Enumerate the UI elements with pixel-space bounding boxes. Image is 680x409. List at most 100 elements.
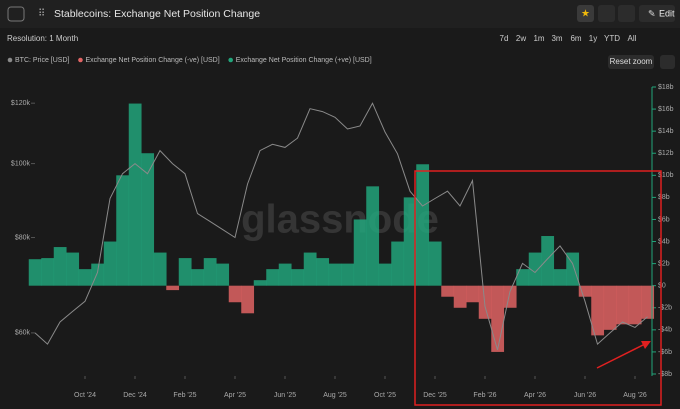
reset-zoom-button[interactable]: [608, 55, 654, 69]
y-tick-label: $80k: [15, 234, 31, 241]
edit-button[interactable]: [639, 5, 675, 22]
copy-button[interactable]: [618, 5, 635, 22]
bar: [216, 263, 230, 286]
x-tick-label: Aug '25: [323, 392, 347, 399]
x-tick-label: Dec '25: [423, 392, 447, 399]
bar: [403, 197, 417, 286]
bar: [78, 269, 92, 286]
y2-tick-label: $12b: [658, 150, 674, 157]
bar: [566, 252, 580, 286]
x-tick-label: Aug '26: [623, 392, 647, 399]
bar: [116, 175, 130, 286]
share-button[interactable]: [598, 5, 615, 22]
range-button[interactable]: 1m: [533, 34, 544, 43]
bar: [341, 263, 355, 286]
reset-zoom-label[interactable]: Reset zoom: [610, 57, 653, 66]
legend-swatch: [228, 57, 233, 63]
bar: [466, 285, 480, 303]
y-tick-label: $120k: [11, 100, 31, 107]
bar: [578, 285, 592, 297]
annotation-arrow: [596, 343, 646, 369]
header-bar: [0, 0, 680, 28]
x-tick-label: Oct '24: [74, 392, 96, 399]
bar: [553, 269, 567, 286]
bar: [41, 258, 55, 286]
bar: [28, 259, 42, 286]
y-tick-label: $100k: [11, 160, 31, 167]
x-tick-label: Oct '25: [374, 392, 396, 399]
bar: [428, 241, 442, 286]
range-button[interactable]: All: [628, 34, 637, 43]
bar: [453, 285, 467, 308]
highlight-box: [414, 170, 662, 406]
bar: [528, 252, 542, 286]
bar: [266, 269, 280, 286]
bar: [353, 219, 367, 286]
range-button[interactable]: YTD: [604, 34, 620, 43]
y2-tick-label: $4b: [658, 238, 670, 245]
y2-tick-label: -$2b: [658, 305, 672, 312]
bar: [491, 285, 505, 352]
x-tick-label: Jun '26: [574, 392, 596, 399]
screenshot-button[interactable]: [660, 55, 675, 69]
drag-icon: ⠿: [38, 9, 45, 20]
bar: [603, 285, 617, 330]
bar: [53, 247, 67, 286]
y2-tick-label: $6b: [658, 216, 670, 223]
bar: [416, 164, 430, 286]
bar: [441, 285, 455, 297]
bar: [141, 153, 155, 286]
bar: [291, 269, 305, 286]
bar: [391, 241, 405, 286]
bar: [503, 285, 517, 308]
y2-tick-label: $16b: [658, 106, 674, 113]
range-button[interactable]: 3m: [551, 34, 562, 43]
bar: [241, 285, 255, 314]
bar: [328, 263, 342, 286]
edit-label[interactable]: Edit: [659, 8, 675, 18]
y2-tick-label: $2b: [658, 260, 670, 267]
x-tick-label: Dec '24: [123, 392, 147, 399]
bar: [516, 269, 530, 286]
range-button[interactable]: 7d: [500, 34, 509, 43]
bar: [278, 263, 292, 286]
x-tick-label: Feb '25: [173, 392, 196, 399]
y2-tick-label: -$4b: [658, 327, 672, 334]
y2-tick-label: -$8b: [658, 371, 672, 378]
bar: [166, 285, 180, 291]
range-button[interactable]: 6m: [570, 34, 581, 43]
bar: [366, 186, 380, 286]
y2-tick-label: $8b: [658, 194, 670, 201]
bar: [253, 280, 267, 286]
bar: [103, 241, 117, 286]
x-tick-label: Apr '26: [524, 392, 546, 399]
x-tick-label: Jun '25: [274, 392, 296, 399]
resolution-select[interactable]: Resolution: 1 Month: [7, 34, 78, 43]
range-button[interactable]: 2w: [516, 34, 526, 43]
y2-tick-label: -$6b: [658, 349, 672, 356]
plot: $60k $80k $100k $120k -$8b -$6b -$4b -$2b $0 $2b $…: [11, 84, 674, 399]
bar: [616, 285, 630, 325]
bar: [228, 285, 242, 303]
bar: [178, 258, 192, 286]
star-icon: ★: [581, 9, 590, 20]
bar: [591, 285, 605, 336]
x-tick-label: Apr '25: [224, 392, 246, 399]
legend-swatch: [7, 57, 13, 63]
bar: [378, 263, 392, 286]
y2-tick-label: $18b: [658, 84, 674, 91]
star-button[interactable]: [577, 5, 594, 22]
edit-icon: ✎: [648, 8, 656, 18]
bar: [128, 103, 142, 286]
bar: [191, 269, 205, 286]
bar: [316, 258, 330, 286]
sidebar-button[interactable]: [7, 6, 25, 22]
range-button[interactable]: 1y: [589, 34, 597, 43]
arrow-head: [641, 341, 651, 349]
bar: [153, 252, 167, 286]
legend-swatch: [78, 57, 83, 63]
bar: [303, 252, 317, 286]
